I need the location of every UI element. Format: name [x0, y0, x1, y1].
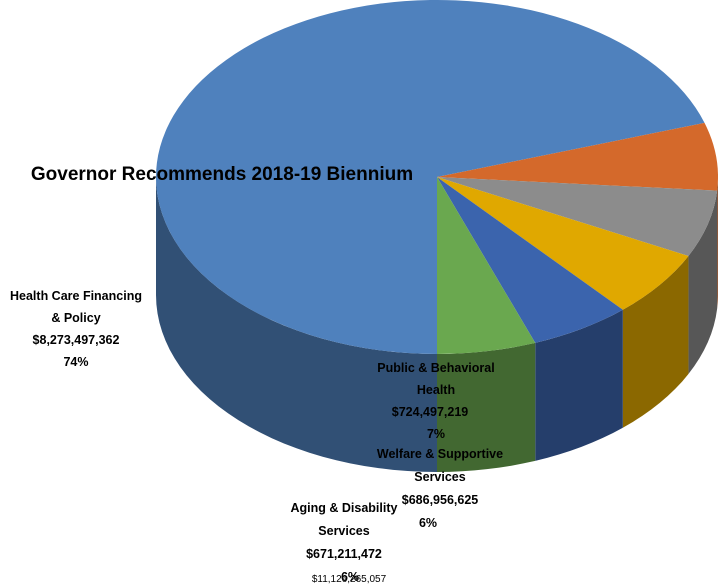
data-label-public-behavioral: Public & Behavioral Health $724,497,219 …: [377, 361, 494, 441]
total-amount: $11,126,265,057: [312, 574, 387, 585]
slice-amount: $686,956,625: [402, 493, 479, 507]
pie-slice-1: [437, 122, 718, 191]
slice-label-line-1: Public & Behavioral: [377, 361, 494, 375]
pie-side-4: [535, 309, 623, 461]
pie-sides: [156, 177, 718, 472]
slice-label-line-1: Health Care Financing: [10, 289, 142, 303]
pie-slice-5: [437, 177, 536, 354]
pie-slice-3: [437, 177, 689, 310]
slice-percent: 74%: [63, 355, 88, 369]
slice-label-line-2: Health: [417, 383, 455, 397]
slice-label-line-2: & Policy: [51, 311, 100, 325]
slice-label-line-1: Aging & Disability: [291, 501, 398, 515]
slice-percent: 6%: [419, 516, 437, 530]
pie-side-3: [622, 256, 689, 428]
pie-side-2: [688, 190, 718, 375]
pie-slices: [156, 0, 718, 354]
pie-slice-2: [437, 177, 718, 257]
slice-amount: $8,273,497,362: [33, 333, 120, 347]
slice-percent: 7%: [427, 427, 445, 441]
slice-label-line-2: Services: [318, 524, 369, 538]
slice-amount: $724,497,219: [392, 405, 469, 419]
data-label-health-care: Health Care Financing & Policy $8,273,49…: [10, 289, 142, 369]
pie-side-5: [437, 342, 536, 472]
data-label-aging-disability: Aging & Disability Services $671,211,472…: [291, 501, 398, 584]
data-label-welfare: Welfare & Supportive Services $686,956,6…: [377, 447, 503, 530]
slice-label-line-1: Welfare & Supportive: [377, 447, 503, 461]
pie-slice-0: [156, 0, 705, 354]
pie-slice-4: [437, 177, 623, 343]
slice-amount: $671,211,472: [306, 547, 382, 561]
slice-percent: 6%: [341, 570, 359, 584]
chart-title: Governor Recommends 2018-19 Biennium: [31, 164, 413, 185]
pie-side-0: [156, 177, 437, 472]
slice-label-line-2: Services: [414, 470, 465, 484]
